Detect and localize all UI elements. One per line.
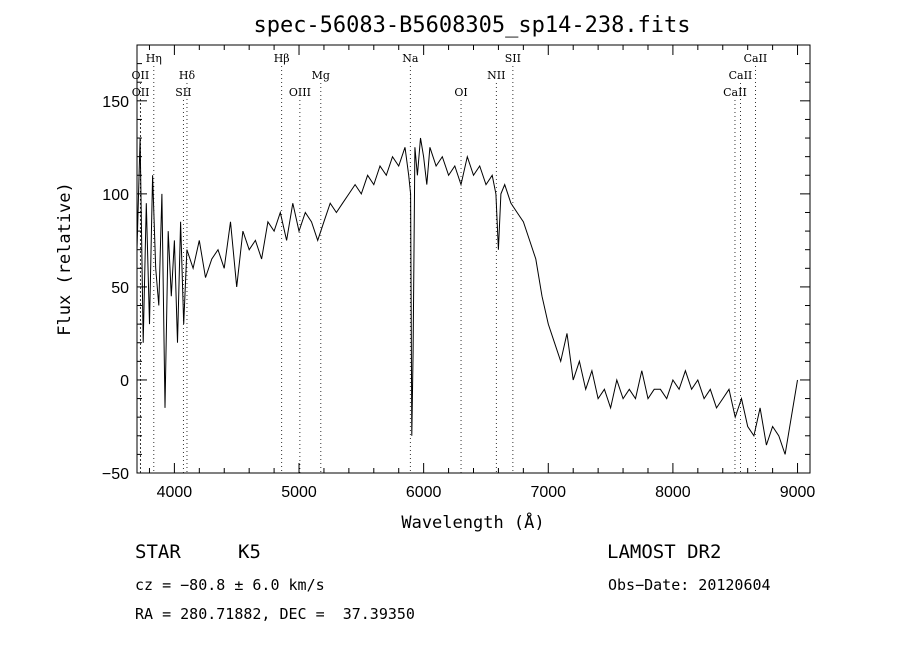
y-tick-label: 0 — [120, 373, 129, 390]
y-tick-label: 150 — [102, 94, 129, 111]
x-tick-label: 7000 — [530, 484, 566, 501]
spectral-line-label: OII — [132, 69, 150, 82]
y-tick-label: 50 — [111, 280, 129, 297]
object-class: STAR — [135, 541, 181, 563]
x-tick-label: 9000 — [780, 484, 816, 501]
x-tick-label: 6000 — [406, 484, 442, 501]
x-tick-label: 5000 — [281, 484, 317, 501]
spectral-line-label: CaII — [723, 86, 747, 99]
coordinates-readout: RA = 280.71882, DEC = 37.39350 — [135, 605, 415, 623]
plot-frame — [136, 44, 811, 474]
spectral-line-label: Na — [402, 52, 419, 65]
spectral-line-label: Hδ — [179, 69, 196, 82]
x-tick-label: 8000 — [655, 484, 691, 501]
y-axis-label: Flux (relative) — [55, 182, 75, 336]
spectral-line-label: Mg — [312, 69, 330, 82]
axis-tick-labels: 4000 5000 6000 7000 8000 9000 −50 0 50 100 150 — [102, 94, 816, 501]
survey-name: LAMOST DR2 — [607, 541, 722, 563]
y-tick-label: 100 — [102, 187, 129, 204]
observation-date: Obs−Date: 20120604 — [608, 576, 771, 594]
spectral-line-label: OI — [454, 86, 467, 99]
x-tick-label: 4000 — [157, 484, 193, 501]
axis-ticks — [137, 44, 810, 474]
y-tick-label: −50 — [102, 466, 129, 483]
redshift-readout: cz = −80.8 ± 6.0 km/s — [135, 576, 325, 594]
spectral-line-label: NII — [487, 69, 505, 82]
x-axis-label: Wavelength (Å) — [401, 511, 544, 533]
spectral-line-label: SII — [175, 86, 191, 99]
object-subclass: K5 — [238, 541, 261, 563]
chart-title: spec-56083-B5608305_sp14-238.fits — [253, 13, 690, 38]
spectral-line-label: OIII — [289, 86, 311, 99]
spectrum-series-line — [136, 137, 798, 455]
spectral-line-label: CaII — [729, 69, 753, 82]
spectral-line-label: Hβ — [274, 52, 290, 65]
spectral-line-label: OII — [132, 86, 150, 99]
spectral-line-label: Hη — [146, 52, 162, 65]
spectral-line-label: CaII — [744, 52, 768, 65]
spectral-line-label: SII — [505, 52, 521, 65]
